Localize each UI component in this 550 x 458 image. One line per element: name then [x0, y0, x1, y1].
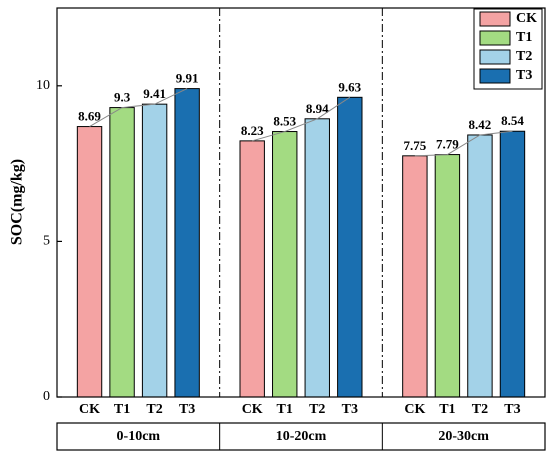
x-sub-label: T1	[439, 402, 455, 417]
x-sub-label: CK	[242, 402, 263, 417]
y-axis-label: SOC(mg/kg)	[9, 159, 26, 245]
data-label: 8.94	[306, 101, 329, 116]
data-label: 9.3	[114, 90, 131, 105]
data-label: 8.53	[273, 114, 296, 129]
legend-label: T1	[516, 30, 532, 45]
bar	[499, 130, 526, 398]
data-label: 9.91	[176, 71, 199, 86]
x-sub-label: T2	[146, 402, 162, 417]
legend-swatch	[479, 11, 511, 27]
x-sub-label: T3	[179, 402, 195, 417]
data-label: 7.75	[403, 138, 426, 153]
x-tick-label: 0-10cm	[117, 429, 161, 444]
y-tick-label: 5	[43, 234, 50, 249]
bar	[174, 88, 200, 398]
bar	[467, 134, 493, 398]
data-label: 9.63	[338, 79, 361, 94]
connector-line	[89, 88, 188, 127]
x-sub-label: T1	[277, 402, 293, 417]
y-tick-label: 0	[43, 389, 50, 404]
connector-line	[252, 96, 351, 142]
data-label: 9.41	[143, 86, 166, 101]
legend-swatch	[479, 68, 511, 84]
x-sub-label: CK	[404, 402, 425, 417]
data-label: 8.54	[501, 113, 524, 128]
data-label: 8.69	[78, 109, 101, 124]
bar	[76, 126, 103, 398]
x-sub-label: T3	[342, 402, 358, 417]
data-label: 8.42	[469, 117, 492, 132]
group-box	[56, 422, 546, 451]
x-sub-label: CK	[79, 402, 100, 417]
data-label: 7.79	[436, 137, 459, 152]
legend-swatch	[479, 30, 511, 46]
connector-line	[414, 130, 513, 157]
x-sub-label: T2	[472, 402, 488, 417]
x-sub-label: T2	[309, 402, 325, 417]
legend-swatch	[479, 49, 511, 65]
x-tick-label: 10-20cm	[276, 429, 327, 444]
bar	[304, 118, 330, 398]
bar	[141, 103, 168, 398]
bar	[239, 140, 265, 398]
x-sub-label: T1	[114, 402, 130, 417]
bar	[402, 155, 428, 398]
legend-label: T3	[516, 68, 532, 83]
bar	[272, 131, 298, 398]
bar	[109, 107, 135, 398]
bar	[434, 154, 461, 398]
legend-label: T2	[516, 49, 532, 64]
plot-frame	[56, 7, 546, 398]
bar	[337, 96, 363, 398]
legend-label: CK	[516, 11, 537, 26]
data-label: 8.23	[241, 123, 264, 138]
x-sub-label: T3	[504, 402, 520, 417]
x-tick-label: 20-30cm	[438, 429, 489, 444]
y-tick-label: 10	[36, 78, 50, 93]
